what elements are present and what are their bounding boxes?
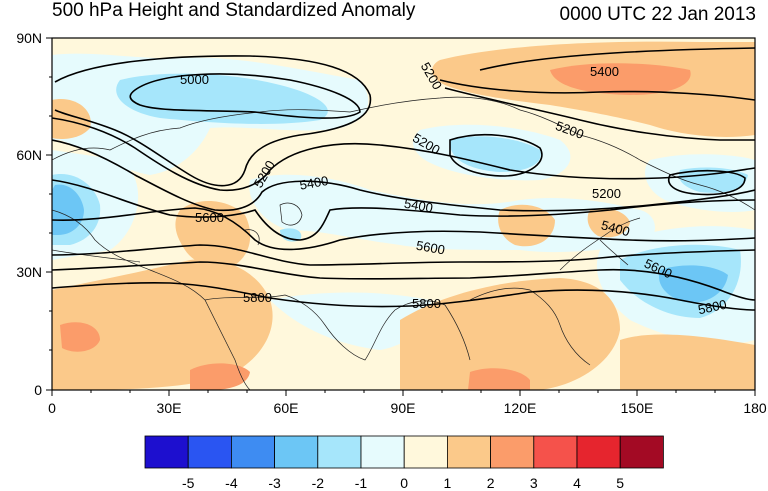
colorbar-tick-label: 0	[400, 475, 408, 491]
lon-label: 90E	[391, 400, 416, 416]
coastlines	[52, 96, 755, 390]
colorbar-tick-label: -2	[312, 475, 325, 491]
contour-label: 5400	[298, 173, 329, 193]
colorbar-labels: -5 -4 -3 -2 -1 0 1 2 3 4 5	[182, 475, 624, 491]
latitude-labels: 90N 60N 30N 0	[16, 30, 42, 398]
colorbar-swatch	[446, 435, 491, 469]
contour-label: 5800	[697, 297, 728, 318]
contour-label: 5800	[243, 290, 272, 305]
lon-label: 30E	[157, 400, 182, 416]
lon-label: 120E	[504, 400, 537, 416]
colorbar-swatch	[187, 435, 232, 469]
lon-label: 60E	[274, 400, 299, 416]
lon-label: 0	[48, 400, 56, 416]
colorbar-swatch	[490, 435, 535, 469]
colorbar-swatch	[144, 435, 189, 469]
colorbar-swatch	[533, 435, 578, 469]
colorbar-swatch	[317, 435, 362, 469]
lon-label: 180	[743, 400, 767, 416]
colorbar-tick-label: 5	[616, 475, 624, 491]
contour-label: 5000	[180, 72, 209, 87]
colorbar-swatch	[230, 435, 275, 469]
contour-label: 5600	[415, 238, 446, 258]
longitude-labels: 0 30E 60E 90E 120E 150E 180	[48, 400, 767, 416]
lat-label: 60N	[16, 147, 42, 163]
valid-time-label: 0000 UTC 22 Jan 2013	[559, 4, 756, 25]
colorbar-tick-label: 2	[487, 475, 495, 491]
colorbar-tick-label: -4	[225, 475, 238, 491]
colorbar-swatch	[403, 435, 448, 469]
colorbar-swatch	[576, 435, 621, 469]
lat-label: 90N	[16, 30, 42, 46]
colorbar-swatch	[360, 435, 405, 469]
colorbar-swatch	[274, 435, 319, 469]
contour-label: 5200	[592, 186, 621, 201]
contour-label: 5400	[403, 196, 434, 216]
colorbar-tick-label: 4	[573, 475, 581, 491]
contour-label: 5800	[412, 296, 441, 311]
map-title: 500 hPa Height and Standardized Anomaly	[52, 0, 416, 21]
colorbar-tick-label: 1	[444, 475, 452, 491]
colorbar-tick-label: -5	[182, 475, 195, 491]
axis-ticks	[46, 37, 756, 396]
colorbar	[144, 435, 664, 469]
colorbar-swatch	[619, 435, 664, 469]
contour-label: 5600	[195, 210, 224, 225]
contour-label: 5400	[590, 64, 619, 79]
height-contours	[52, 47, 755, 311]
colorbar-tick-label: 3	[530, 475, 538, 491]
anomaly-field: 5000 5200 5200 5200 5200 5200 5400 5400 …	[52, 38, 755, 390]
lat-label: 0	[34, 382, 42, 398]
colorbar-tick-label: -3	[268, 475, 281, 491]
contour-label: 5400	[600, 217, 632, 239]
lon-label: 150E	[621, 400, 654, 416]
lat-label: 30N	[16, 264, 42, 280]
colorbar-tick-label: -1	[355, 475, 368, 491]
